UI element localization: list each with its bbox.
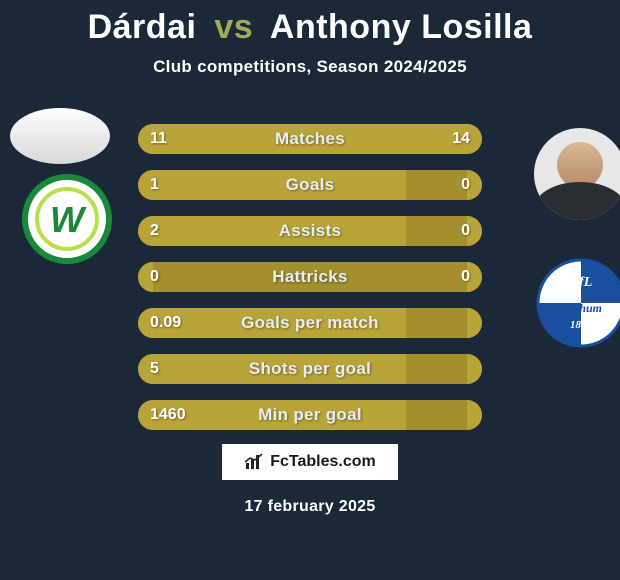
stat-value-left: 0.09 bbox=[150, 308, 181, 338]
chart-icon bbox=[244, 453, 264, 471]
stat-label: Goals bbox=[138, 170, 482, 200]
vs-label: vs bbox=[214, 8, 253, 46]
player2-avatar bbox=[534, 128, 620, 220]
svg-text:W: W bbox=[50, 199, 87, 240]
player2-club-badge: VfL Bochum 1848 bbox=[536, 258, 620, 348]
stat-row: Goals1 0 bbox=[138, 170, 482, 200]
stat-value-right: 0 bbox=[461, 216, 470, 246]
stat-value-left: 2 bbox=[150, 216, 159, 246]
stat-value-left: 1460 bbox=[150, 400, 186, 430]
player1-name: Dárdai bbox=[88, 8, 197, 46]
player1-avatar bbox=[10, 108, 110, 164]
stat-row: Hattricks0 0 bbox=[138, 262, 482, 292]
comparison-title: Dárdai vs Anthony Losilla bbox=[0, 0, 620, 47]
stat-label: Goals per match bbox=[138, 308, 482, 338]
player2-name: Anthony Losilla bbox=[270, 8, 533, 46]
comparison-bars: Matches1114Goals10Assists20Hattricks00Go… bbox=[138, 124, 482, 446]
svg-text:VfL: VfL bbox=[570, 275, 593, 290]
stat-value-right: 0 bbox=[461, 170, 470, 200]
stat-label: Min per goal bbox=[138, 400, 482, 430]
branding-badge: FcTables.com bbox=[222, 444, 398, 480]
stat-value-left: 1 bbox=[150, 170, 159, 200]
stat-label: Matches bbox=[138, 124, 482, 154]
svg-text:1848: 1848 bbox=[570, 319, 593, 331]
stat-value-right: 0 bbox=[461, 262, 470, 292]
stat-label: Shots per goal bbox=[138, 354, 482, 384]
stat-value-left: 11 bbox=[150, 124, 167, 154]
stat-row: Matches11 14 bbox=[138, 124, 482, 154]
stat-value-left: 5 bbox=[150, 354, 159, 384]
stat-value-right: 14 bbox=[452, 124, 470, 154]
date-label: 17 february 2025 bbox=[0, 498, 620, 516]
stat-value-left: 0 bbox=[150, 262, 159, 292]
svg-text:Bochum: Bochum bbox=[559, 301, 602, 315]
stat-row: Assists2 0 bbox=[138, 216, 482, 246]
stat-row: Shots per goal5 bbox=[138, 354, 482, 384]
player1-club-badge: W bbox=[22, 174, 112, 264]
stat-label: Hattricks bbox=[138, 262, 482, 292]
stat-label: Assists bbox=[138, 216, 482, 246]
subtitle: Club competitions, Season 2024/2025 bbox=[0, 57, 620, 77]
stat-row: Goals per match0.09 bbox=[138, 308, 482, 338]
branding-text: FcTables.com bbox=[270, 453, 376, 471]
stat-row: Min per goal1460 bbox=[138, 400, 482, 430]
